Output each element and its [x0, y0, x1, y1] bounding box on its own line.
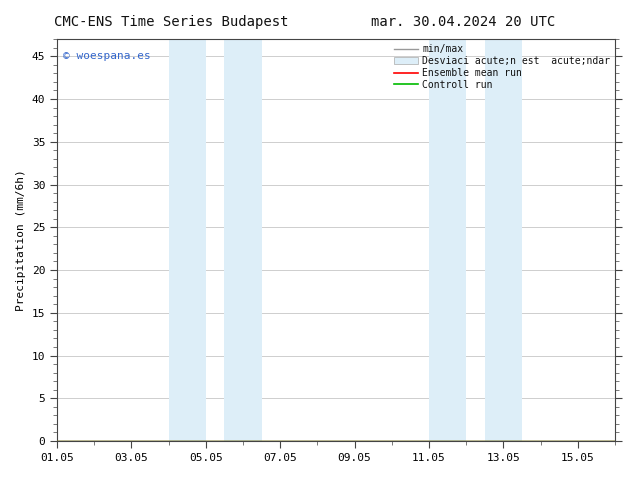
Text: CMC-ENS Time Series Budapest: CMC-ENS Time Series Budapest: [54, 15, 288, 29]
Bar: [485, 39, 522, 441]
Bar: [429, 39, 466, 441]
Text: mar. 30.04.2024 20 UTC: mar. 30.04.2024 20 UTC: [371, 15, 555, 29]
Bar: [169, 39, 206, 441]
Text: © woespana.es: © woespana.es: [63, 51, 150, 61]
Y-axis label: Precipitation (mm/6h): Precipitation (mm/6h): [16, 169, 26, 311]
Legend: min/max, Desviaci acute;n est  acute;ndar, Ensemble mean run, Controll run: min/max, Desviaci acute;n est acute;ndar…: [394, 44, 610, 90]
Bar: [224, 39, 262, 441]
